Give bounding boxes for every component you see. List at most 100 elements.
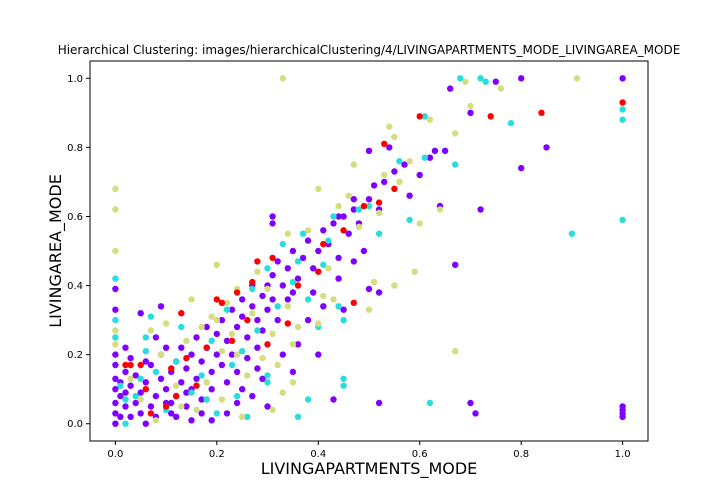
y-tick-label: 0.6 (67, 212, 83, 223)
data-point (259, 375, 266, 382)
data-point (411, 268, 418, 275)
data-point (208, 313, 215, 320)
data-point (132, 392, 139, 400)
data-point (198, 372, 205, 379)
data-point (127, 361, 134, 369)
data-point (467, 399, 474, 407)
data-point (223, 410, 231, 417)
data-point (244, 413, 251, 420)
data-point (178, 323, 185, 331)
data-point (360, 202, 368, 210)
data-point (198, 358, 205, 365)
data-point (168, 410, 175, 417)
data-point (147, 403, 155, 410)
data-point (452, 261, 459, 268)
data-point (162, 386, 170, 393)
data-point (198, 323, 205, 331)
plot-background (90, 61, 648, 441)
data-point (178, 403, 185, 410)
data-point (122, 389, 129, 396)
data-point (157, 351, 165, 358)
data-point (284, 230, 291, 237)
data-point (573, 75, 581, 82)
data-point (218, 316, 226, 324)
data-point (452, 348, 459, 355)
data-point (112, 386, 119, 393)
data-point (279, 240, 286, 248)
data-point (168, 399, 175, 407)
data-point (249, 303, 256, 310)
data-point (467, 102, 474, 110)
data-point (477, 75, 484, 82)
data-point (391, 282, 398, 289)
data-point (289, 341, 297, 348)
data-point (340, 382, 347, 389)
data-point (289, 289, 297, 296)
data-point (294, 282, 302, 289)
data-point (228, 351, 236, 358)
data-point (375, 230, 383, 237)
data-point (208, 386, 215, 393)
data-point (416, 220, 423, 227)
data-point (289, 247, 297, 255)
data-point (193, 334, 200, 341)
data-point (325, 237, 332, 244)
data-point (264, 306, 271, 313)
data-point (381, 171, 388, 179)
data-point (294, 323, 302, 331)
data-point (239, 386, 246, 393)
data-point (441, 147, 449, 154)
data-point (208, 368, 215, 376)
data-point (213, 351, 220, 358)
data-point (259, 292, 266, 300)
data-point (320, 292, 327, 300)
data-point (233, 368, 241, 376)
data-point (310, 289, 317, 296)
data-point (340, 306, 347, 313)
data-point (452, 130, 459, 137)
data-point (406, 158, 413, 165)
data-point (345, 230, 352, 237)
data-point (391, 185, 398, 192)
data-point (213, 261, 220, 268)
data-point (269, 272, 276, 279)
data-point (152, 392, 160, 400)
data-point (310, 265, 317, 272)
data-point (279, 389, 286, 396)
data-point (340, 213, 347, 220)
data-point (279, 351, 286, 358)
data-point (218, 348, 226, 355)
data-point (233, 392, 241, 400)
data-point (137, 389, 144, 396)
series-2 (112, 75, 581, 424)
data-point (142, 420, 149, 427)
y-tick-label: 0.0 (67, 419, 83, 430)
data-point (137, 410, 144, 417)
data-point (178, 379, 185, 386)
data-point (218, 299, 226, 306)
data-point (365, 306, 373, 313)
y-tick-label: 0.2 (67, 350, 83, 361)
data-point (152, 417, 160, 424)
data-point (193, 406, 200, 414)
data-point (173, 382, 180, 389)
data-point (239, 413, 246, 420)
data-point (365, 196, 373, 203)
data-point (619, 116, 626, 123)
data-point (112, 341, 119, 348)
data-point (436, 206, 444, 213)
data-point (173, 392, 180, 400)
data-point (396, 158, 403, 165)
data-point (269, 220, 276, 227)
data-point (345, 192, 352, 199)
data-point (188, 389, 195, 396)
data-point (325, 265, 332, 272)
data-point (401, 161, 408, 168)
data-point (375, 289, 383, 296)
data-point (274, 316, 281, 324)
data-point (375, 209, 383, 217)
data-point (289, 379, 297, 386)
data-point (426, 116, 434, 123)
data-point (386, 123, 393, 130)
data-point (218, 396, 226, 403)
